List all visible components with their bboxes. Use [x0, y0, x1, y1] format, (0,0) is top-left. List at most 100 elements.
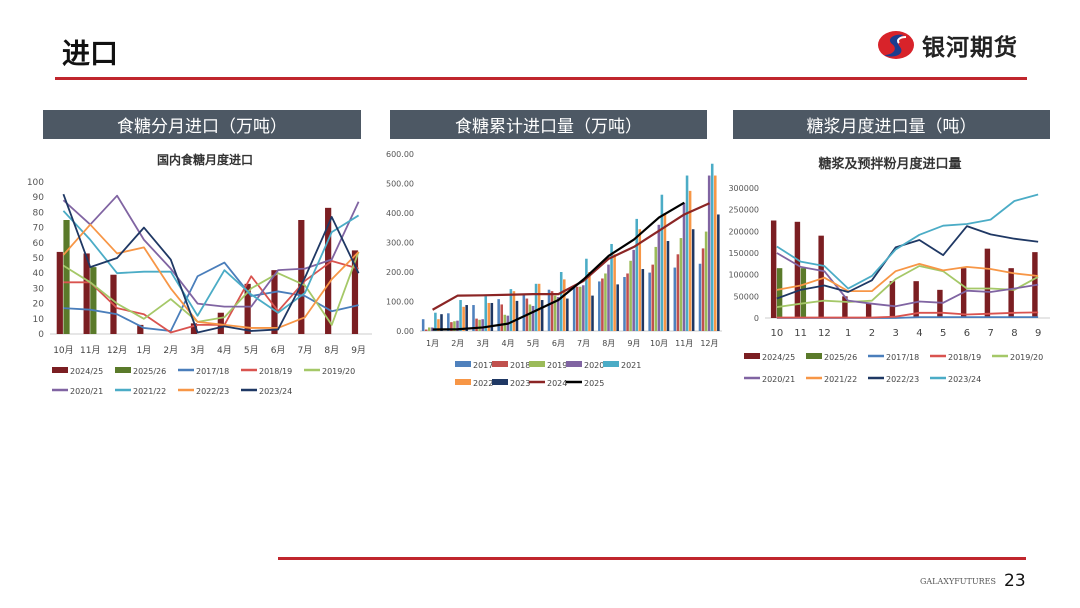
- logo-text: 银河期货: [922, 35, 1018, 61]
- bar-2018: [550, 291, 554, 331]
- y-tick-label: 600.00: [386, 150, 414, 159]
- x-tick-label: 1月: [137, 345, 152, 356]
- bar-2019: [654, 246, 658, 331]
- bar-2019: [604, 273, 607, 331]
- bar-2021: [484, 296, 488, 331]
- y-tick-label: 400.00: [386, 209, 414, 218]
- bar-2017: [522, 294, 526, 331]
- bar-2021: [635, 218, 639, 331]
- x-tick-label: 2: [869, 328, 875, 339]
- bar-2022: [563, 279, 566, 331]
- line-2021/22: [776, 262, 1039, 293]
- legend-label: 2019: [547, 361, 567, 370]
- bar-2024/25: [217, 312, 224, 334]
- bar-2022: [512, 291, 516, 331]
- legend-label: 2018/19: [948, 353, 981, 362]
- x-tick-label: 7月: [298, 345, 313, 356]
- bar-2019: [553, 295, 557, 331]
- x-tick-label: 4月: [502, 339, 515, 348]
- bar-2024/25: [244, 283, 251, 334]
- bar-2019: [578, 286, 582, 331]
- bar-2022: [462, 306, 465, 331]
- bar-2024/25: [56, 251, 63, 334]
- legend-swatch-2020: [566, 361, 582, 367]
- bar-2020: [582, 285, 585, 331]
- x-tick-label: 8月: [602, 339, 615, 348]
- x-tick-label: 6: [964, 328, 970, 339]
- legend-swatch-2024/25: [744, 353, 760, 359]
- bar-2017: [447, 313, 450, 331]
- y-tick-label: 200000: [728, 227, 759, 236]
- bar-2017: [421, 319, 425, 331]
- bar-2024/25: [794, 221, 801, 318]
- x-tick-label: 10月: [53, 345, 73, 356]
- legend-swatch-2017: [455, 361, 471, 367]
- bar-2021: [660, 194, 664, 331]
- x-tick-label: 10: [771, 328, 784, 339]
- y-tick-label: 500.00: [386, 180, 414, 189]
- x-tick-label: 4: [916, 328, 922, 339]
- bar-2021: [559, 272, 563, 331]
- x-tick-label: 11月: [80, 345, 100, 356]
- legend-label: 2024/25: [70, 367, 103, 376]
- line-2019/20: [776, 265, 1039, 309]
- bar-2020: [707, 175, 711, 331]
- x-tick-label: 6月: [552, 339, 565, 348]
- bar-2023: [540, 300, 544, 331]
- line-2024: [432, 202, 710, 311]
- legend-label: 2024: [547, 379, 567, 388]
- bar-2021: [434, 312, 437, 331]
- x-tick-label: 12月: [700, 339, 718, 348]
- bar-2025/26: [90, 267, 97, 334]
- bar-2018: [601, 278, 604, 331]
- bar-2022: [537, 283, 541, 331]
- x-tick-label: 3月: [190, 345, 205, 356]
- legend-label: 2021/22: [824, 375, 857, 384]
- legend-swatch-2025/26: [115, 367, 131, 373]
- legend-label: 2020/21: [762, 375, 795, 384]
- page-number: 23: [1004, 571, 1026, 591]
- x-tick-label: 2月: [451, 339, 464, 348]
- legend-label: 2017/18: [886, 353, 919, 362]
- x-tick-label: 8: [1011, 328, 1017, 339]
- page-title: 进口: [62, 37, 119, 70]
- x-tick-label: 2月: [163, 345, 178, 356]
- legend-swatch-2019: [529, 361, 545, 367]
- y-tick-label: 0: [38, 330, 44, 340]
- x-tick-label: 6月: [271, 345, 286, 356]
- y-tick-label: 70: [33, 224, 45, 234]
- x-tick-label: 4月: [217, 345, 232, 356]
- bar-2024/25: [842, 296, 848, 318]
- legend-label: 2021/22: [133, 387, 166, 396]
- bar-2020: [456, 320, 459, 331]
- bar-2017: [623, 277, 626, 331]
- bar-2017: [572, 286, 576, 331]
- legend-label: 2021: [621, 361, 641, 370]
- bar-2018: [626, 273, 629, 331]
- bar-2018: [651, 264, 654, 331]
- line-2025: [432, 201, 685, 331]
- legend-label: 2018: [510, 361, 530, 370]
- legend-label: 2022/23: [886, 375, 919, 384]
- y-tick-label: 200.00: [386, 268, 414, 277]
- bar-2019: [528, 304, 532, 331]
- y-tick-label: 10: [33, 315, 45, 325]
- bar-2024/25: [298, 220, 305, 334]
- bar-2021: [585, 258, 588, 331]
- legend-swatch-2025/26: [806, 353, 822, 359]
- x-tick-label: 3月: [476, 339, 489, 348]
- legend-swatch-2022: [455, 379, 471, 385]
- y-tick-label: 100.00: [386, 298, 414, 307]
- x-tick-label: 9月: [351, 345, 366, 356]
- bar-2022: [437, 319, 440, 331]
- y-tick-label: 300.00: [386, 239, 414, 248]
- bar-2017: [472, 305, 475, 331]
- bar-2022: [714, 175, 717, 331]
- y-tick-label: 50: [33, 254, 45, 264]
- y-tick-label: 60: [33, 239, 45, 249]
- panel-header-syrup: 糖浆月度进口量（吨）: [733, 110, 1050, 139]
- x-tick-label: 7月: [577, 339, 590, 348]
- legend-label: 2022/23: [196, 387, 229, 396]
- legend-label: 2017: [473, 361, 493, 370]
- y-tick-label: 100000: [728, 271, 759, 280]
